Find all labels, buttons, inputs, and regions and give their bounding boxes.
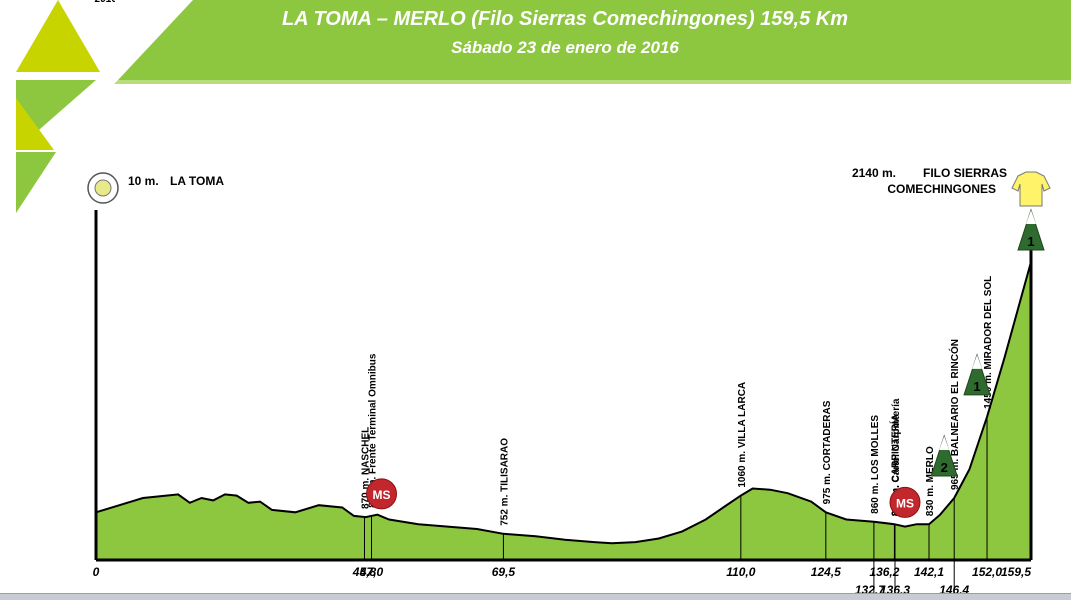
start-altitude: 10 m. [128,174,159,188]
climb-marker: 1 [963,353,991,396]
logo-triangle-bottom [16,152,56,213]
sprint-marker: MS [889,486,921,518]
sprint-icon [366,478,398,510]
climb-category: 1 [973,379,980,394]
point-label: 752 m. TILISARAO [499,438,510,526]
km-label: 152,0 [972,565,1002,579]
mountain-snow [939,436,950,450]
race-date: Sábado 23 de enero de 2016 [451,38,679,57]
km-label: 159,5 [1001,565,1031,579]
profile-area-group [95,261,1032,560]
finish-name-line1: FILO SIERRAS [923,166,1007,180]
climb-marker: 1 [1017,208,1045,251]
point-label: 870 m. Frente Terminal Omnibus [368,353,379,508]
profile-area [96,261,1031,560]
km-label: 69,5 [492,565,516,579]
yellow-jersey-icon [1011,171,1051,207]
header-banner [114,0,1071,84]
point-label: 975 m. CORTADERAS [822,400,833,504]
km-label: 136,2 [869,565,899,579]
point-label: 830 m. Cartel Carpintería [891,398,902,516]
point-label: 860 m. LOS MOLLES [870,415,881,514]
km-label-start: 0 [93,565,100,579]
sprint-label: MS [373,488,391,502]
start-wheel-hub [94,179,112,197]
point-label: 870 m. NASCHEL [360,427,371,509]
km-label: 142,1 [914,565,944,579]
mountain-icon [930,434,958,477]
banner-shadow [114,80,1071,84]
km-label: 110,0 [726,565,755,579]
logo-triangle-top [16,0,100,72]
climb-category: 1 [1027,234,1034,249]
finish-name-line2: COMECHINGONES [887,182,996,196]
km-label: 45,8 [352,565,377,579]
km-label: 47,0 [359,565,384,579]
km-label: 124,5 [811,565,841,579]
banner-background [118,0,1071,80]
sprint-marker: MS [366,478,398,510]
mountain-icon [1017,208,1045,251]
race-logo: 2016 [16,0,115,213]
point-label: 965 m. BALNEARIO EL RINCÓN [948,339,961,490]
climb-marker: 2 [930,434,958,477]
start-name: LA TOMA [170,174,224,188]
sprint-label: MS [896,496,914,510]
finish-altitude: 2140 m. [852,166,896,180]
point-label: 1450 m. MIRADOR DEL SOL [983,276,994,409]
logo-year-text: 2016 [94,0,115,5]
mountain-snow [972,354,983,369]
race-title: LA TOMA – MERLO (Filo Sierras Comechingo… [281,8,849,30]
start-marker: 10 m. LA TOMA [87,172,224,204]
profile-outline [95,261,1032,545]
point-label: 1060 m. VILLA LARCA [737,382,748,488]
taskbar-strip [0,593,1071,600]
sprint-icon [889,486,921,518]
mountain-icon [963,353,991,396]
logo-triangle-inner [16,98,54,150]
finish-marker: 2140 m. FILO SIERRAS COMECHINGONES [852,166,1051,207]
mountain-snow [1026,210,1036,224]
climb-category: 2 [941,460,948,475]
markers: MS MS 2 1 1 [366,208,1045,518]
km-marker-lines [363,416,988,599]
point-label: 830 m. MERLO [925,446,936,516]
